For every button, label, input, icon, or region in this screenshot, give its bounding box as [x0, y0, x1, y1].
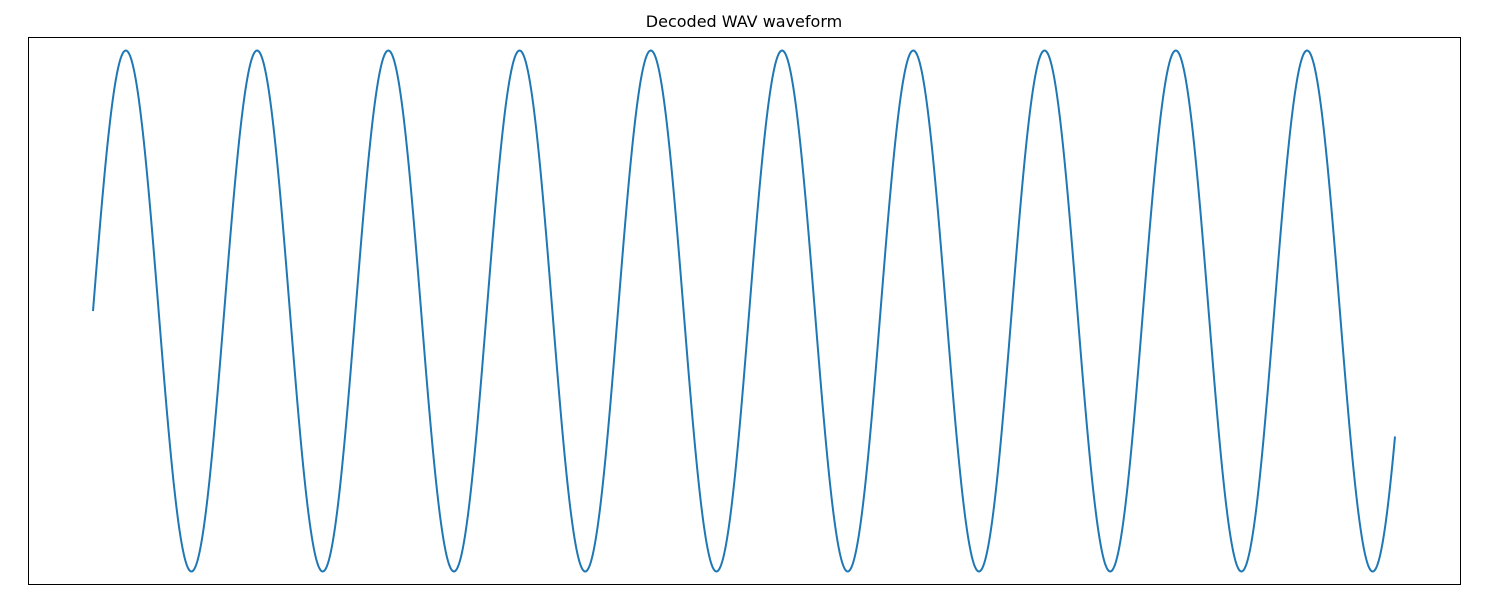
plot-area-frame [28, 37, 1461, 585]
chart-title: Decoded WAV waveform [645, 12, 843, 31]
waveform-series-line-0 [92, 49, 1396, 573]
